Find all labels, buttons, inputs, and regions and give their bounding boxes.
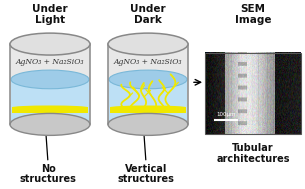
Ellipse shape <box>109 70 187 89</box>
Text: Vertical
structures: Vertical structures <box>117 164 174 184</box>
Text: Under
Light: Under Light <box>32 4 68 25</box>
Text: AgNO₃ + Na₂SiO₃: AgNO₃ + Na₂SiO₃ <box>114 58 182 66</box>
Bar <box>109 79 187 124</box>
Bar <box>10 44 90 124</box>
Text: Tubular
architectures: Tubular architectures <box>216 143 290 164</box>
Text: Under
Dark: Under Dark <box>130 4 166 25</box>
Ellipse shape <box>108 33 188 55</box>
Bar <box>12 107 88 113</box>
Ellipse shape <box>11 70 89 89</box>
Bar <box>110 107 186 113</box>
Bar <box>108 44 188 124</box>
Ellipse shape <box>10 113 90 135</box>
Text: SEM
Image: SEM Image <box>235 4 271 25</box>
Ellipse shape <box>10 33 90 55</box>
Bar <box>11 79 89 124</box>
Ellipse shape <box>108 113 188 135</box>
Text: 100μm: 100μm <box>216 112 236 117</box>
Ellipse shape <box>110 105 186 109</box>
Text: AgNO₃ + Na₂SiO₃: AgNO₃ + Na₂SiO₃ <box>16 58 84 66</box>
Ellipse shape <box>12 105 88 109</box>
Text: No
structures: No structures <box>20 164 77 184</box>
Bar <box>205 53 301 134</box>
